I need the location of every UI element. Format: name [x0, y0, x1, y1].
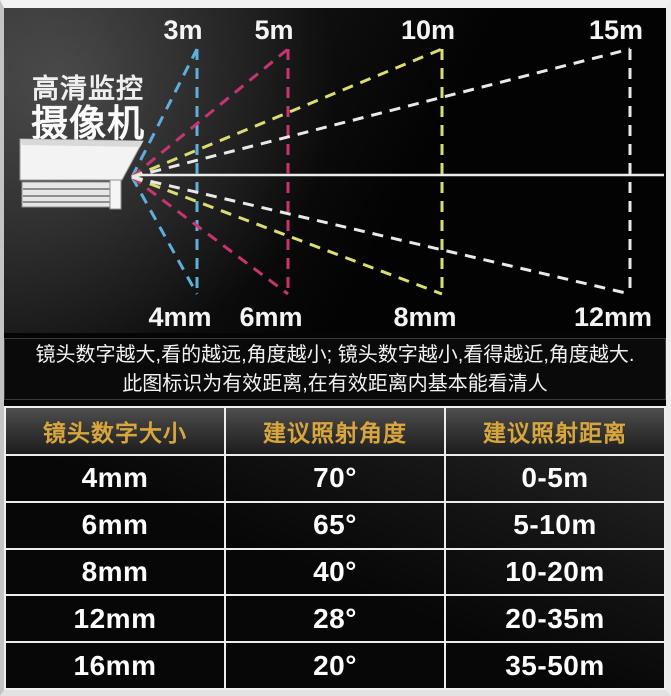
cell-lens: 4mm [81, 462, 149, 494]
header-lens-size: 镜头数字大小 [6, 408, 224, 454]
cell-distance: 20-35m [444, 596, 664, 642]
cone-6mm: 5m 6mm [131, 15, 303, 332]
cell-distance: 5-10m [444, 502, 664, 548]
table-row-4mm: 4mm 70° 0-5m [6, 454, 664, 501]
lens-label: 4mm [148, 302, 211, 332]
cell-angle: 40° [224, 549, 444, 595]
cell-angle: 70° [224, 456, 444, 501]
cell-distance: 35-50m [444, 643, 664, 688]
table-header-row: 镜头数字大小 建议照射角度 建议照射距离 [6, 408, 664, 454]
header-distance: 建议照射距离 [444, 408, 664, 454]
caption-line-1: 镜头数字越大,看的越远,角度越小; 镜头数字越小,看得越近,角度越大. [35, 344, 635, 366]
cell-lens: 8mm [81, 555, 149, 587]
cell-lens: 16mm [73, 649, 157, 681]
distance-label: 3m [163, 15, 202, 45]
cone-line [131, 47, 289, 179]
fov-diagram: 高清监控 摄像机 3m 4mm 5m 6mm 10m 8mm 15m 12mm [4, 8, 666, 333]
cone-line [131, 175, 443, 296]
cone-8mm: 10m 8mm [131, 15, 457, 332]
distance-label: 5m [254, 15, 293, 45]
cell-lens: 12mm [73, 602, 157, 634]
table-row-12mm: 12mm 28° 20-35m [6, 594, 664, 642]
table-row-8mm: 8mm 40° 10-20m [6, 547, 664, 595]
cone-line [131, 47, 631, 179]
cell-angle: 28° [224, 596, 444, 642]
cell-angle: 20° [224, 643, 444, 688]
diagram-title-line2: 摄像机 [31, 103, 145, 144]
cone-4mm: 3m 4mm [130, 15, 212, 332]
distance-label: 15m [589, 15, 643, 45]
cone-line [131, 175, 289, 296]
cell-distance: 10-20m [444, 549, 664, 595]
lens-label: 12mm [574, 302, 652, 332]
cell-angle: 65° [224, 502, 444, 548]
lens-table: 镜头数字大小 建议照射角度 建议照射距离 4mm 70° 0-5m 6mm 65° 5-1… [4, 406, 666, 690]
cone-line [130, 48, 199, 178]
cell-distance: 0-5m [444, 456, 664, 501]
cell-lens: 6mm [81, 509, 149, 541]
diagram-title-line1: 高清监控 [32, 73, 144, 104]
header-angle: 建议照射角度 [224, 408, 444, 454]
lens-label: 8mm [393, 302, 456, 332]
table-row-16mm: 16mm 20° 35-50m [6, 641, 664, 688]
caption-band: 镜头数字越大,看的越远,角度越小; 镜头数字越小,看得越近,角度越大. 此图标识… [4, 338, 666, 400]
distance-label: 10m [401, 15, 455, 45]
fov-diagram-svg: 高清监控 摄像机 3m 4mm 5m 6mm 10m 8mm 15m 12mm [19, 15, 664, 332]
caption-line-2: 此图标识为有效距离,在有效距离内基本能看清人 [122, 373, 548, 395]
camera-icon [19, 138, 144, 210]
cone-12mm: 15m 12mm [131, 15, 652, 332]
cone-line [131, 175, 631, 296]
cone-line [130, 176, 199, 295]
lens-label: 6mm [239, 302, 302, 332]
table-row-6mm: 6mm 65° 5-10m [6, 500, 664, 548]
